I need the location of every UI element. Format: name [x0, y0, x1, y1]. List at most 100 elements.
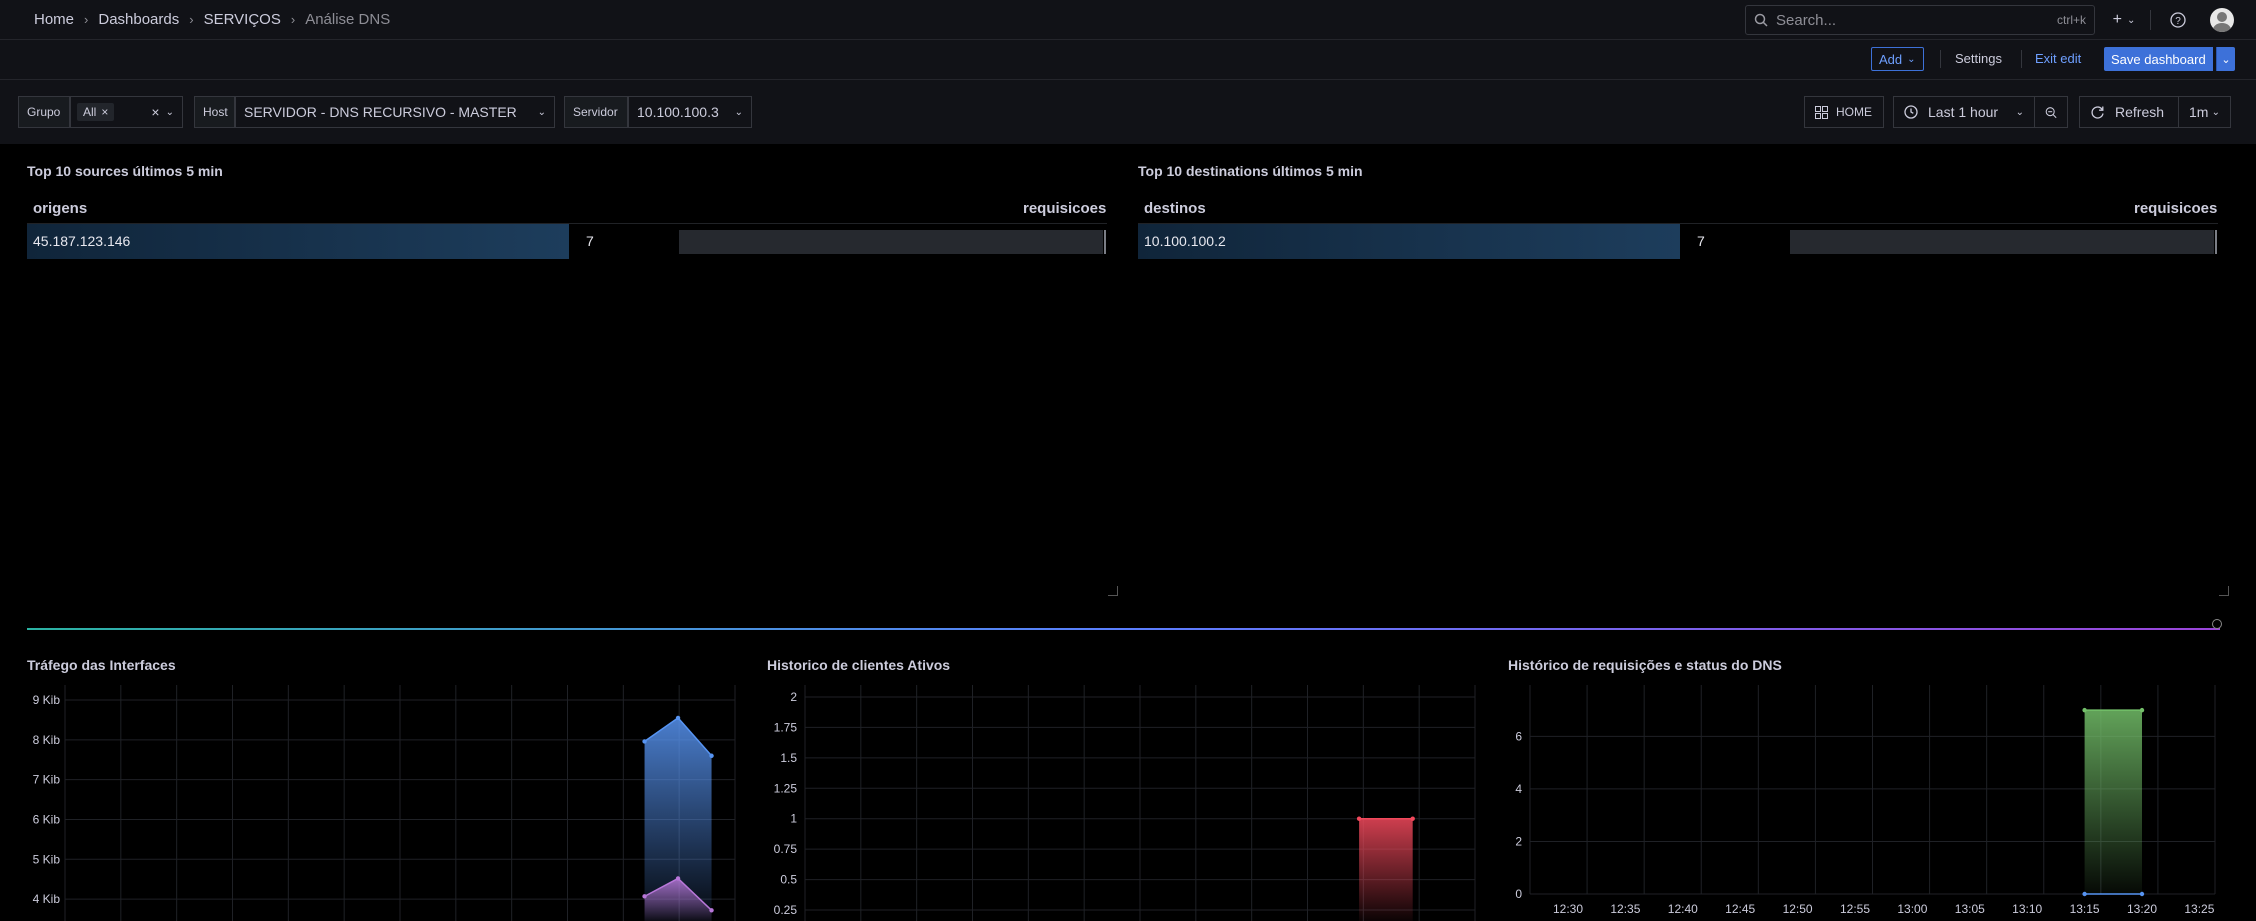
x-tick-label: 13:00	[1897, 902, 1927, 916]
data-point	[2082, 891, 2087, 897]
refresh-interval-value: 1m	[2189, 104, 2209, 120]
grupo-select[interactable]: All × × ⌄	[70, 96, 183, 128]
y-tick-label: 1.75	[774, 720, 798, 734]
y-tick-label: 7 Kib	[33, 773, 61, 787]
clear-icon[interactable]: ×	[151, 104, 160, 120]
breadcrumb-dashboards[interactable]: Dashboards	[98, 11, 180, 28]
y-tick-label: 8 Kib	[33, 733, 61, 747]
help-button[interactable]: ?	[2166, 8, 2190, 32]
dashboard-action-bar	[0, 40, 2256, 80]
settings-button[interactable]: Settings	[1955, 51, 2002, 66]
save-dashboard-button[interactable]: Save dashboard	[2104, 47, 2213, 71]
destinations-panel-title[interactable]: Top 10 destinations últimos 5 min	[1138, 163, 1363, 179]
data-point	[2139, 707, 2145, 713]
destinations-col-requisicoes[interactable]: requisicoes	[2134, 200, 2218, 217]
user-avatar[interactable]	[2210, 8, 2234, 32]
y-tick-label: 1	[790, 812, 797, 826]
zoom-out-button[interactable]	[2034, 96, 2068, 128]
servidor-select[interactable]: 10.100.100.3 ⌄	[628, 96, 752, 128]
divider	[2150, 10, 2151, 30]
plus-icon: +	[2112, 11, 2122, 28]
x-tick-label: 12:50	[1783, 902, 1813, 916]
x-tick-label: 12:55	[1840, 902, 1870, 916]
divider	[1940, 50, 1941, 68]
exit-edit-button[interactable]: Exit edit	[2035, 51, 2082, 66]
clients-panel-title[interactable]: Historico de clientes Ativos	[767, 657, 951, 673]
search-input[interactable]: Search... ctrl+k	[1745, 5, 2095, 35]
destinations-row-count: 7	[1697, 233, 1705, 249]
requests-chart[interactable]: 0 2 4 6 12:30 12:35 12:40 12:45 12:50 12:55 13:00 1…	[1500, 685, 2220, 921]
row-separator	[27, 628, 2220, 630]
x-tick-label: 13:25	[2184, 902, 2214, 916]
chevron-right-icon: ›	[189, 12, 194, 27]
host-label: Host	[194, 96, 235, 128]
y-tick-label: 4	[1515, 782, 1522, 796]
y-tick-label: 6 Kib	[33, 812, 61, 826]
sources-col-origens[interactable]: origens	[33, 200, 88, 217]
grid-icon	[1815, 105, 1828, 119]
breadcrumb-home[interactable]: Home	[34, 11, 75, 28]
breadcrumb: Home › Dashboards › SERVIÇOS › Análise D…	[34, 11, 390, 28]
chevron-down-icon: ⌄	[165, 106, 174, 118]
y-tick-label: 4 Kib	[33, 892, 61, 906]
resize-handle[interactable]	[2219, 586, 2229, 596]
series-area	[644, 878, 712, 921]
sources-col-requisicoes[interactable]: requisicoes	[1023, 200, 1107, 217]
destinations-col-destinos[interactable]: destinos	[1144, 200, 1206, 217]
y-tick-label: 2	[790, 690, 797, 704]
save-dashboard-label: Save dashboard	[2111, 51, 2206, 67]
data-point	[642, 739, 647, 744]
traffic-chart[interactable]: 4 Kib 5 Kib 6 Kib 7 Kib 8 Kib 9 Kib	[20, 685, 740, 921]
x-tick-label: 12:40	[1668, 902, 1698, 916]
drag-handle-icon[interactable]	[2212, 619, 2222, 629]
divider	[2021, 50, 2022, 68]
sources-panel-title[interactable]: Top 10 sources últimos 5 min	[27, 163, 223, 179]
series-area	[2084, 710, 2142, 894]
save-options-button[interactable]: ⌄	[2216, 47, 2235, 71]
servidor-label: Servidor	[564, 96, 628, 128]
x-tick-label: 12:30	[1553, 902, 1583, 916]
time-range-value: Last 1 hour	[1928, 104, 1999, 120]
top-nav-bar: Home › Dashboards › SERVIÇOS › Análise D…	[0, 0, 2256, 40]
host-select[interactable]: SERVIDOR - DNS RECURSIVO - MASTER ⌄	[235, 96, 555, 128]
y-tick-label: 0	[1515, 887, 1522, 901]
servidor-value: 10.100.100.3	[637, 104, 719, 120]
host-value: SERVIDOR - DNS RECURSIVO - MASTER	[244, 104, 517, 120]
remove-icon[interactable]: ×	[101, 105, 109, 119]
y-tick-label: 0.5	[780, 873, 797, 887]
clients-chart[interactable]: 0.25 0.5 0.75 1 1.25 1.5 1.75 2	[760, 685, 1480, 921]
chevron-down-icon: ⌄	[2211, 106, 2220, 118]
data-point	[709, 753, 714, 758]
y-tick-label: 0.25	[774, 903, 798, 917]
data-point	[1410, 816, 1415, 821]
x-tick-label: 13:20	[2127, 902, 2157, 916]
x-tick-label: 13:15	[2070, 902, 2100, 916]
y-tick-label: 1.5	[780, 751, 797, 765]
sources-row-gauge	[679, 230, 1103, 254]
chevron-right-icon: ›	[84, 12, 89, 27]
search-placeholder: Search...	[1776, 11, 1837, 29]
refresh-button[interactable]: Refresh	[2079, 96, 2179, 128]
time-range-picker[interactable]: Last 1 hour ⌄	[1893, 96, 2035, 128]
refresh-label: Refresh	[2115, 104, 2165, 120]
help-icon: ?	[2170, 12, 2186, 28]
sources-row-origem: 45.187.123.146	[33, 233, 131, 249]
x-tick-label: 13:05	[1955, 902, 1985, 916]
resize-handle[interactable]	[1108, 586, 1118, 596]
breadcrumb-folder[interactable]: SERVIÇOS	[203, 11, 281, 28]
y-tick-label: 0.75	[774, 842, 798, 856]
new-menu-button[interactable]: + ⌄	[2108, 8, 2140, 32]
add-button[interactable]: Add ⌄	[1871, 47, 1924, 71]
chevron-down-icon: ⌄	[2015, 106, 2024, 118]
chevron-down-icon: ⌄	[1907, 53, 1916, 65]
refresh-interval-picker[interactable]: 1m ⌄	[2178, 96, 2231, 128]
requests-panel-title[interactable]: Histórico de requisições e status do DNS	[1508, 657, 1782, 673]
data-point	[642, 894, 647, 899]
y-tick-label: 5 Kib	[33, 852, 61, 866]
chevron-down-icon: ⌄	[2221, 53, 2231, 66]
home-dashboard-button[interactable]: HOME	[1804, 96, 1884, 128]
y-tick-label: 9 Kib	[33, 693, 61, 707]
traffic-panel-title[interactable]: Tráfego das Interfaces	[27, 657, 176, 673]
grupo-chip[interactable]: All ×	[77, 103, 115, 121]
svg-text:?: ?	[2175, 16, 2181, 27]
